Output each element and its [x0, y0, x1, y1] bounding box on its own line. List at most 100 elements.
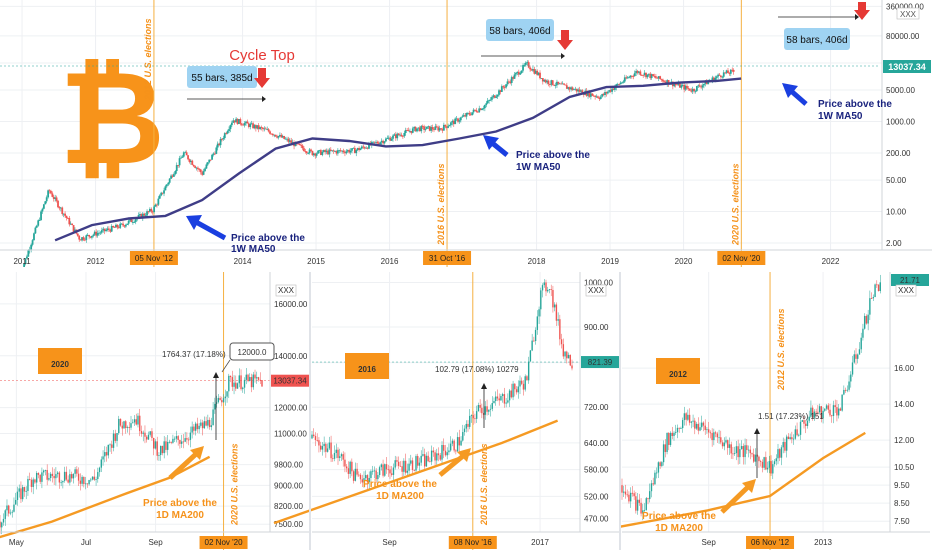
panel-candle: [657, 462, 660, 473]
main-candle: [219, 138, 222, 146]
panel-candle: [323, 443, 325, 447]
panel-candle: [207, 419, 209, 426]
panel-candle: [479, 405, 481, 408]
main-candle: [175, 165, 178, 171]
main-candle: [307, 153, 310, 154]
main-candle: [700, 86, 703, 88]
main-candle: [209, 159, 212, 161]
main-candle: [650, 74, 653, 79]
main-candle: [568, 87, 571, 90]
main-y-tick-label: 50.00: [886, 176, 907, 185]
main-candle: [499, 90, 502, 92]
panel-candle: [256, 377, 258, 379]
main-candle: [695, 86, 698, 91]
main-candle: [279, 134, 281, 136]
panel-candle: [121, 425, 123, 429]
main-candle: [37, 220, 40, 226]
panel-candle: [524, 376, 526, 390]
panel-candle: [107, 444, 109, 456]
panel-candle: [820, 406, 823, 419]
panel-candle: [205, 421, 207, 426]
panel-candle: [46, 470, 48, 480]
main-candle: [479, 108, 482, 111]
panel-candle: [42, 470, 45, 473]
panel-candle: [123, 421, 125, 429]
main-candle: [541, 78, 544, 82]
main-candle: [124, 224, 127, 227]
panel-candle: [418, 462, 421, 466]
main-candle: [288, 140, 291, 142]
main-candle: [245, 121, 247, 124]
main-candle: [426, 126, 428, 129]
main-candle: [76, 233, 79, 236]
panel-candle: [482, 413, 485, 415]
panel-candle: [465, 423, 467, 429]
panel-candle: [147, 434, 150, 440]
panel-x-tick-label: Sep: [702, 538, 717, 547]
panel-candle: [1, 522, 3, 528]
main-candle: [332, 150, 335, 152]
panel-candle: [654, 472, 656, 485]
main-candle: [465, 113, 468, 117]
panel-candle: [342, 454, 344, 460]
panel-candle: [640, 502, 642, 514]
ma50-note-2-line1: Price above the: [516, 150, 590, 161]
main-candle: [102, 228, 105, 231]
panel-price-badge: [581, 356, 619, 369]
main-candle: [459, 117, 462, 121]
main-candle: [341, 150, 344, 152]
panel-candle: [818, 406, 821, 413]
panel-candle: [154, 441, 157, 449]
main-candle: [570, 87, 572, 90]
bars3-box: [784, 28, 850, 50]
panel-candle: [538, 309, 540, 317]
panel-election-label: 2012 U.S. elections: [776, 308, 786, 391]
main-candle: [137, 215, 140, 218]
panel-candle: [687, 414, 689, 420]
main-candle: [394, 134, 397, 139]
panel-candle: [70, 474, 73, 479]
panel-candle: [455, 450, 457, 452]
main-candle: [464, 115, 466, 117]
panel-candle: [27, 479, 29, 491]
panel-candle: [522, 383, 525, 390]
main-candle: [59, 207, 62, 209]
main-candle: [655, 76, 657, 78]
main-candle: [431, 127, 434, 130]
main-candle: [712, 77, 715, 82]
panel-title-badge: [38, 348, 82, 374]
panel-candle: [661, 462, 663, 467]
panel-candle: [728, 444, 731, 448]
main-date-box: [129, 251, 178, 265]
main-candle: [483, 105, 486, 109]
main-candle: [146, 211, 148, 216]
main-candle: [287, 138, 290, 142]
panel-y-tick-label: 520.00: [584, 492, 609, 501]
panel-candle: [394, 460, 396, 468]
panel-candle: [754, 454, 757, 462]
panel-candle: [470, 415, 473, 416]
main-candle: [656, 77, 659, 79]
panel-candle: [116, 433, 118, 441]
panel-candle: [361, 479, 363, 483]
main-candle: [69, 223, 72, 225]
panel-candle: [645, 498, 647, 510]
panel-candle: [168, 441, 171, 443]
main-x-tick-label: 2014: [234, 257, 252, 266]
main-candle: [561, 83, 564, 85]
main-candle: [554, 85, 557, 86]
main-candle: [377, 143, 380, 145]
main-candle: [54, 197, 57, 199]
panel-candle: [510, 390, 513, 398]
panel-candle: [836, 407, 838, 416]
main-candle: [372, 141, 375, 143]
main-candle: [317, 150, 319, 154]
main-candle: [95, 231, 98, 236]
panel-y-tick-label: 580.00: [584, 466, 609, 475]
panel-candle: [200, 422, 202, 426]
main-candle: [591, 93, 594, 96]
main-candle: [660, 79, 663, 80]
main-candle: [454, 118, 457, 125]
main-candle: [686, 85, 688, 89]
panel-candle: [28, 479, 31, 480]
